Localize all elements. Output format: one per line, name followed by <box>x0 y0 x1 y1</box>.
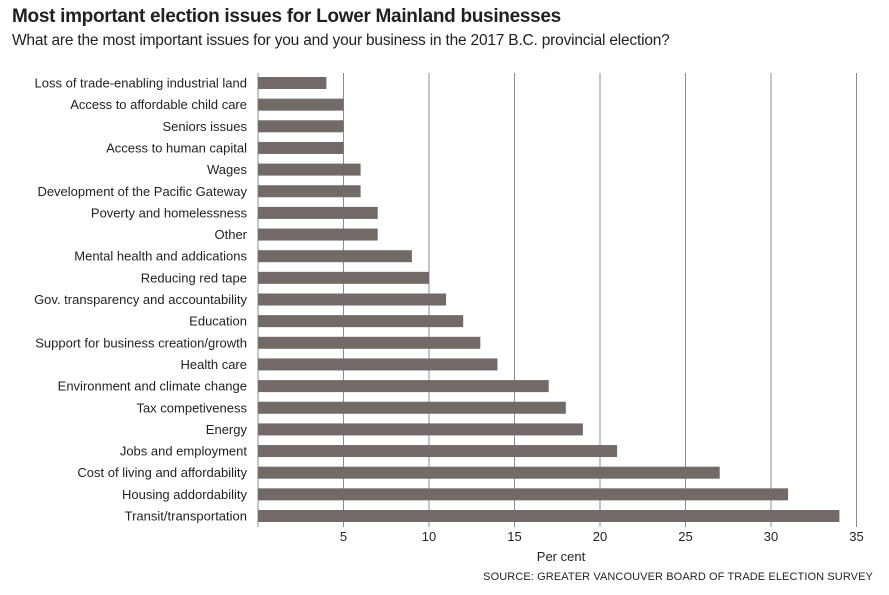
category-label: Mental health and addications <box>74 249 247 264</box>
category-label: Health care <box>181 357 247 372</box>
category-label: Seniors issues <box>162 119 247 134</box>
bar <box>258 185 361 198</box>
bar <box>258 423 583 436</box>
bar <box>258 228 378 241</box>
category-labels: Loss of trade-enabling industrial land Ac… <box>34 76 248 524</box>
bar <box>258 250 412 263</box>
chart-subtitle: What are the most important issues for y… <box>12 32 670 49</box>
x-tick-labels: 5 10 15 20 25 30 35 <box>340 529 864 544</box>
bar <box>258 445 618 458</box>
bar <box>258 466 720 479</box>
category-label: Transit/transportation <box>125 509 247 524</box>
bar <box>258 206 378 219</box>
bar <box>258 380 549 393</box>
category-label: Jobs and employment <box>120 444 248 459</box>
category-label: Other <box>214 227 247 242</box>
category-label: Poverty and homelessness <box>91 205 248 220</box>
bar <box>258 271 429 284</box>
x-tick-label: 25 <box>678 529 692 544</box>
category-label: Gov. transparency and accountability <box>34 292 247 307</box>
x-tick-label: 35 <box>849 529 863 544</box>
bar <box>258 336 481 349</box>
category-label: Loss of trade-enabling industrial land <box>35 76 247 91</box>
bar <box>258 141 344 154</box>
bar <box>258 77 327 89</box>
category-label: Development of the Pacific Gateway <box>37 184 247 199</box>
category-label: Education <box>189 314 247 329</box>
bar <box>258 358 498 371</box>
category-label: Environment and climate change <box>58 379 247 394</box>
bar <box>258 510 840 522</box>
x-tick-label: 10 <box>422 529 436 544</box>
category-label: Reducing red tape <box>141 270 247 285</box>
x-tick-label: 5 <box>340 529 347 544</box>
category-label: Housing addordability <box>122 487 248 502</box>
category-label: Cost of living and affordability <box>77 465 247 480</box>
chart-title: Most important election issues for Lower… <box>12 6 561 27</box>
category-label: Tax competiveness <box>136 400 247 415</box>
category-label: Access to affordable child care <box>70 97 247 112</box>
category-label: Access to human capital <box>106 140 247 155</box>
bar <box>258 120 344 133</box>
x-tick-label: 15 <box>507 529 521 544</box>
bar <box>258 315 464 328</box>
bar <box>258 163 361 176</box>
source-note: SOURCE: GREATER VANCOUVER BOARD OF TRADE… <box>483 571 873 583</box>
category-label: Support for business creation/growth <box>35 335 247 350</box>
bar <box>258 293 447 306</box>
x-tick-label: 20 <box>593 529 607 544</box>
category-label: Energy <box>206 422 248 437</box>
category-label: Wages <box>207 162 247 177</box>
bar <box>258 401 566 414</box>
bar <box>258 488 789 501</box>
x-tick-label: 30 <box>764 529 778 544</box>
bar <box>258 98 344 111</box>
bars <box>258 77 840 522</box>
x-axis-title: Per cent <box>537 549 586 564</box>
